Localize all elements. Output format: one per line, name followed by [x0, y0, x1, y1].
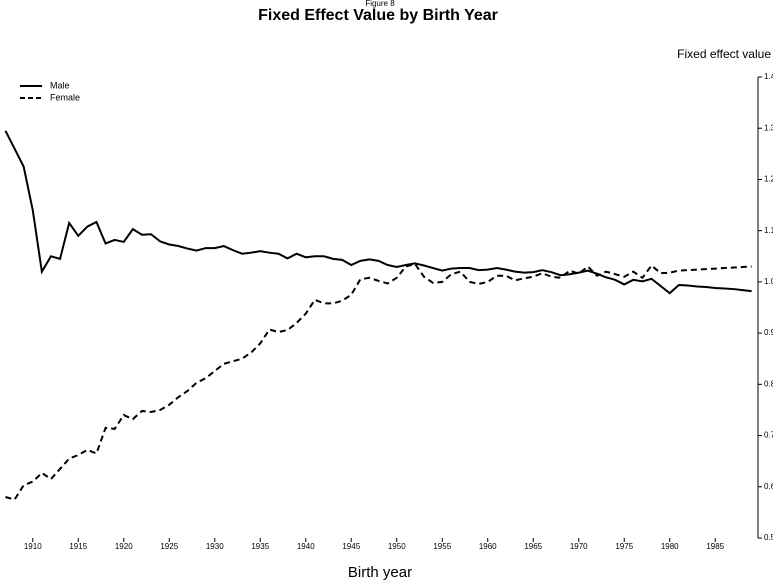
y-axis-label: Fixed effect value [677, 47, 771, 61]
x-tick-label: 1970 [570, 542, 588, 551]
x-tick-label: 1945 [342, 542, 360, 551]
x-tick-label: 1915 [69, 542, 87, 551]
y-tick-label: 1.2 [764, 175, 773, 184]
y-tick-label: 0.7 [764, 431, 773, 440]
x-tick-label: 1920 [115, 542, 133, 551]
x-tick-label: 1975 [615, 542, 633, 551]
y-tick-label: 1.1 [764, 226, 773, 235]
x-tick-label: 1940 [297, 542, 315, 551]
x-tick-label: 1960 [479, 542, 497, 551]
x-tick-label: 1965 [524, 542, 542, 551]
y-tick-label: 0.5 [764, 533, 773, 542]
x-tick-label: 1950 [388, 542, 406, 551]
x-tick-label: 1955 [433, 542, 451, 551]
x-tick-label: 1930 [206, 542, 224, 551]
x-tick-label: 1935 [251, 542, 269, 551]
y-tick-label: 0.6 [764, 482, 773, 491]
x-tick-label: 1985 [706, 542, 724, 551]
legend-label: Female [50, 92, 80, 102]
series-line [5, 262, 752, 501]
series-line [4, 130, 752, 295]
figure-label: Figure 8 [365, 0, 395, 8]
y-tick-label: 1.0 [764, 277, 773, 286]
y-tick-label: 0.9 [764, 328, 773, 337]
x-tick-label: 1910 [24, 542, 42, 551]
x-tick-label: 1925 [160, 542, 178, 551]
legend-label: Male [50, 80, 70, 90]
chart-title: Fixed Effect Value by Birth Year [258, 7, 498, 24]
y-tick-label: 1.3 [764, 123, 773, 132]
y-tick-label: 0.8 [764, 379, 773, 388]
x-axis-label: Birth year [348, 564, 412, 581]
y-tick-label: 1.4 [764, 72, 773, 81]
x-tick-label: 1980 [661, 542, 679, 551]
